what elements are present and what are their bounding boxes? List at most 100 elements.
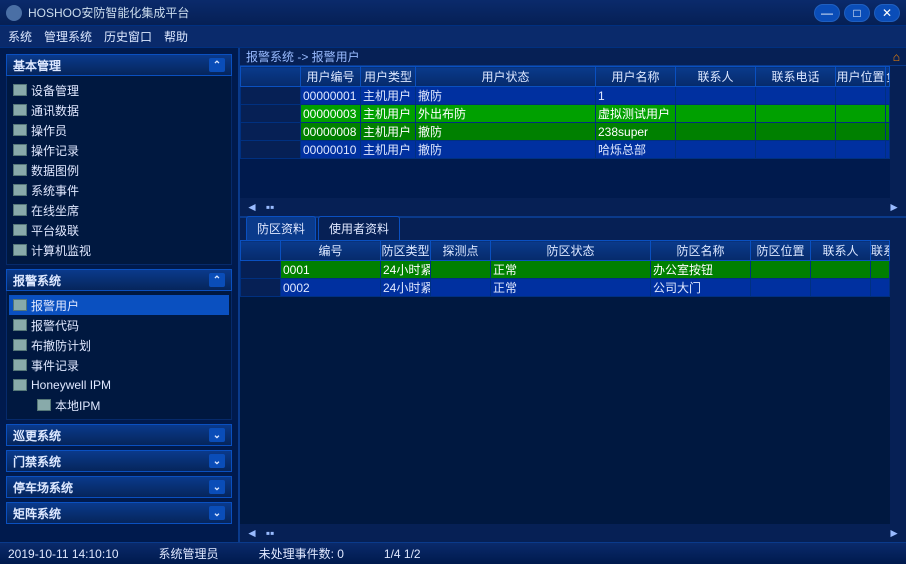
folder-icon bbox=[13, 144, 27, 156]
chevron-icon: ⌃ bbox=[209, 58, 225, 72]
cell bbox=[836, 141, 886, 159]
cell bbox=[886, 123, 890, 141]
folder-icon bbox=[13, 379, 27, 391]
sidebar-item[interactable]: 数据图例 bbox=[9, 160, 229, 180]
close-button[interactable]: ✕ bbox=[874, 4, 900, 22]
cell: 00000010 bbox=[301, 141, 361, 159]
cell: 00000008 bbox=[301, 123, 361, 141]
sidebar-item[interactable]: Honeywell IPM bbox=[9, 375, 229, 395]
sidebar-item[interactable]: 设备管理 bbox=[9, 80, 229, 100]
column-header[interactable]: 用户编号 bbox=[301, 67, 361, 87]
cell bbox=[756, 123, 836, 141]
table-row[interactable]: 00000010主机用户撤防哈烁总部 bbox=[241, 141, 890, 159]
sidebar-item-label: 操作记录 bbox=[31, 142, 79, 159]
sidebar-item[interactable]: 布撤防计划 bbox=[9, 335, 229, 355]
minimize-button[interactable]: — bbox=[814, 4, 840, 22]
tab-user-info[interactable]: 使用者资料 bbox=[318, 216, 400, 240]
sidebar-item[interactable]: 系统事件 bbox=[9, 180, 229, 200]
folder-icon bbox=[13, 84, 27, 96]
column-header[interactable]: 用户名称 bbox=[596, 67, 676, 87]
sidebar-item[interactable]: 报警代码 bbox=[9, 315, 229, 335]
zones-grid[interactable]: 编号防区类型探测点防区状态防区名称防区位置联系人联系电话000124小时紧急防区… bbox=[240, 240, 890, 297]
column-header[interactable]: 负责人 bbox=[886, 67, 890, 87]
column-header[interactable]: 用户位置 bbox=[836, 67, 886, 87]
titlebar: HOSHOO安防智能化集成平台 — □ ✕ bbox=[0, 0, 906, 26]
column-header[interactable]: 联系人 bbox=[811, 241, 871, 261]
tab-zone-info[interactable]: 防区资料 bbox=[246, 216, 316, 240]
chevron-icon: ⌄ bbox=[209, 428, 225, 442]
column-header[interactable]: 防区状态 bbox=[491, 241, 651, 261]
scrollbar-vertical[interactable] bbox=[890, 66, 906, 198]
cell bbox=[811, 261, 871, 279]
cell: 外出布防 bbox=[416, 105, 596, 123]
panel-header[interactable]: 基本管理 ⌃ bbox=[6, 54, 232, 76]
cell: 撤防 bbox=[416, 87, 596, 105]
cell bbox=[676, 141, 756, 159]
panel-header[interactable]: 报警系统⌃ bbox=[6, 269, 232, 291]
sidebar-item[interactable]: 操作记录 bbox=[9, 140, 229, 160]
cell: 主机用户 bbox=[361, 141, 416, 159]
column-header[interactable]: 联系电话 bbox=[756, 67, 836, 87]
cell: 正常 bbox=[491, 279, 651, 297]
cell: 主机用户 bbox=[361, 105, 416, 123]
sidebar-item-label: 操作员 bbox=[31, 122, 67, 139]
cell bbox=[871, 261, 890, 279]
table-row[interactable]: 00000003主机用户外出布防虚拟测试用户 bbox=[241, 105, 890, 123]
panel-title: 基本管理 bbox=[13, 57, 61, 74]
table-row[interactable]: 00000008主机用户撤防238super bbox=[241, 123, 890, 141]
panel-header[interactable]: 门禁系统⌄ bbox=[6, 450, 232, 472]
maximize-button[interactable]: □ bbox=[844, 4, 870, 22]
column-header[interactable]: 编号 bbox=[281, 241, 381, 261]
sidebar-item-label: 报警用户 bbox=[31, 297, 79, 314]
column-header[interactable]: 联系人 bbox=[676, 67, 756, 87]
cell bbox=[811, 279, 871, 297]
column-header[interactable]: 防区类型 bbox=[381, 241, 431, 261]
scrollbar-vertical[interactable] bbox=[890, 240, 906, 524]
column-header[interactable]: 探测点 bbox=[431, 241, 491, 261]
users-grid[interactable]: 用户编号用户类型用户状态用户名称联系人联系电话用户位置负责人00000001主机… bbox=[240, 66, 890, 159]
menu-history[interactable]: 历史窗口 bbox=[104, 28, 152, 45]
column-header[interactable]: 联系电话 bbox=[871, 241, 890, 261]
menu-help[interactable]: 帮助 bbox=[164, 28, 188, 45]
panel-header[interactable]: 停车场系统⌄ bbox=[6, 476, 232, 498]
sidebar-item[interactable]: 在线坐席 bbox=[9, 200, 229, 220]
cell bbox=[886, 87, 890, 105]
cell: 238super bbox=[596, 123, 676, 141]
column-header[interactable]: 防区位置 bbox=[751, 241, 811, 261]
column-header[interactable]: 用户状态 bbox=[416, 67, 596, 87]
nav-next-icon[interactable]: ► bbox=[888, 200, 900, 214]
sidebar-item[interactable]: 报警用户 bbox=[9, 295, 229, 315]
cell: 公司大门 bbox=[651, 279, 751, 297]
status-events: 未处理事件数: 0 bbox=[259, 545, 344, 562]
status-pages: 1/4 1/2 bbox=[384, 547, 421, 561]
cell: 虚拟测试用户 bbox=[596, 105, 676, 123]
nav-prev-icon[interactable]: ◄ bbox=[246, 526, 258, 540]
column-header[interactable]: 用户类型 bbox=[361, 67, 416, 87]
cell bbox=[751, 261, 811, 279]
sidebar-item[interactable]: 平台级联 bbox=[9, 220, 229, 240]
sidebar-item[interactable]: 通讯数据 bbox=[9, 100, 229, 120]
table-row[interactable]: 00000001主机用户撤防1 bbox=[241, 87, 890, 105]
grid-nav-bot: ◄ ▪▪ ► bbox=[240, 524, 906, 542]
table-row[interactable]: 000224小时紧急防区正常公司大门 bbox=[241, 279, 890, 297]
sidebar-item-label: 数据图例 bbox=[31, 162, 79, 179]
folder-icon bbox=[13, 299, 27, 311]
column-header[interactable]: 防区名称 bbox=[651, 241, 751, 261]
cell bbox=[676, 87, 756, 105]
folder-icon bbox=[13, 339, 27, 351]
home-icon[interactable]: ⌂ bbox=[893, 50, 900, 64]
table-row[interactable]: 000124小时紧急防区正常办公室按钮 bbox=[241, 261, 890, 279]
nav-prev-icon[interactable]: ◄ bbox=[246, 200, 258, 214]
panel-header[interactable]: 矩阵系统⌄ bbox=[6, 502, 232, 524]
sidebar-item[interactable]: 计算机监视 bbox=[9, 240, 229, 260]
sidebar-item[interactable]: 事件记录 bbox=[9, 355, 229, 375]
menu-manage[interactable]: 管理系统 bbox=[44, 28, 92, 45]
panel-title: 停车场系统 bbox=[13, 479, 73, 496]
sidebar-item[interactable]: 操作员 bbox=[9, 120, 229, 140]
chevron-icon: ⌃ bbox=[209, 273, 225, 287]
sidebar-item[interactable]: 本地IPM bbox=[9, 395, 229, 415]
app-title: HOSHOO安防智能化集成平台 bbox=[28, 4, 810, 21]
panel-header[interactable]: 巡更系统⌄ bbox=[6, 424, 232, 446]
nav-next-icon[interactable]: ► bbox=[888, 526, 900, 540]
menu-system[interactable]: 系统 bbox=[8, 28, 32, 45]
